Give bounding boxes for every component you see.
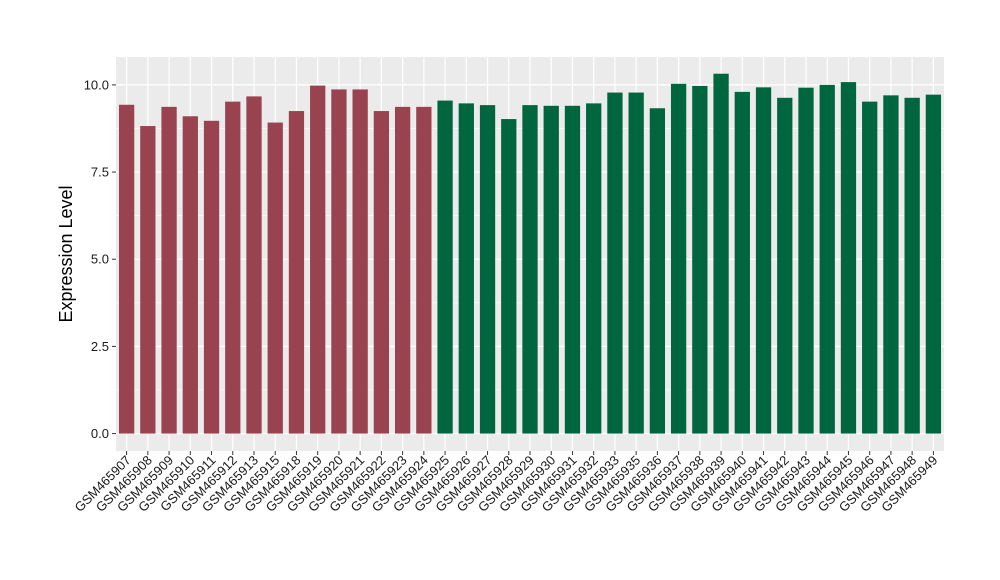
bar	[586, 103, 602, 434]
bar	[373, 111, 390, 434]
bar	[564, 105, 581, 434]
bar	[798, 87, 814, 434]
bar	[819, 84, 835, 434]
bar	[479, 105, 496, 434]
bar	[883, 95, 899, 434]
bar	[543, 105, 559, 434]
bar	[310, 85, 326, 434]
y-tick-label: 2.5	[91, 339, 109, 354]
y-axis-title: Expression Level	[56, 185, 76, 322]
bar	[140, 126, 156, 434]
bar	[352, 89, 368, 434]
bar	[840, 82, 857, 434]
y-tick-label: 0.0	[91, 426, 109, 441]
bar	[607, 92, 623, 434]
bar	[118, 104, 135, 434]
bar	[225, 101, 241, 434]
bar	[862, 101, 878, 434]
bars	[118, 73, 942, 434]
bar	[161, 106, 177, 434]
bar	[925, 94, 942, 434]
bar	[501, 119, 517, 434]
bar	[437, 100, 453, 434]
bar	[755, 87, 772, 434]
bar	[777, 97, 793, 434]
bar	[203, 120, 220, 434]
y-axis: 0.0 2.5 5.0 7.5 10.0	[84, 77, 116, 441]
bar	[904, 97, 920, 434]
y-tick-label: 10.0	[84, 77, 109, 92]
bar	[394, 106, 411, 434]
bar	[331, 89, 347, 434]
y-tick-label: 5.0	[91, 252, 109, 267]
bar	[628, 92, 644, 434]
bar	[670, 83, 687, 434]
y-tick-label: 7.5	[91, 165, 109, 180]
bar	[267, 122, 283, 434]
bar	[416, 106, 432, 434]
bar	[522, 105, 538, 434]
x-axis: GSM465907GSM465908GSM465909GSM465910GSM4…	[72, 451, 941, 515]
bar	[288, 111, 305, 434]
bar	[692, 85, 708, 434]
bar	[713, 73, 729, 434]
bar	[649, 108, 666, 434]
bar	[458, 103, 474, 434]
bar	[182, 116, 198, 434]
bar	[246, 96, 262, 434]
bar	[734, 91, 750, 434]
